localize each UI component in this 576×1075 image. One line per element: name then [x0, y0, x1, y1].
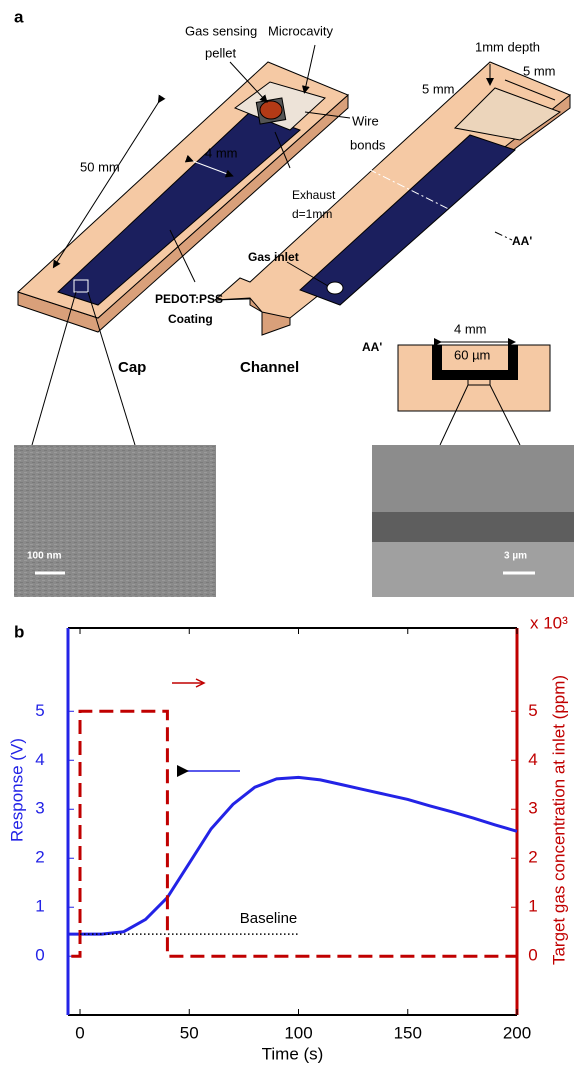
- scale-label: 100 nm: [27, 551, 62, 562]
- label: Coating: [168, 312, 213, 326]
- diagram: a: [14, 7, 574, 597]
- label: d=1mm: [292, 207, 332, 221]
- panel-label: b: [14, 622, 24, 641]
- series-label: Baseline: [240, 910, 298, 927]
- y2-tick-label: 3: [528, 799, 537, 818]
- figure: a: [0, 0, 576, 1070]
- label: 1mm depth: [475, 39, 540, 54]
- label: 5 mm: [523, 63, 556, 78]
- label: Channel: [240, 359, 299, 376]
- y2-axis-label: Target gas concentration at inlet (ppm): [549, 675, 568, 965]
- x-tick-label: 0: [75, 1023, 84, 1042]
- y-tick-label: 5: [35, 701, 44, 720]
- scale-label: 3 µm: [504, 551, 527, 562]
- label: pellet: [205, 45, 236, 60]
- label: 5 mm: [422, 81, 455, 96]
- y-tick-label: 0: [35, 946, 44, 965]
- y-tick-label: 4: [35, 750, 44, 769]
- x-tick-label: 150: [394, 1023, 422, 1042]
- label: PEDOT:PSS: [155, 292, 223, 306]
- label: 50 mm: [80, 159, 120, 174]
- y2-tick-label: 0: [528, 946, 537, 965]
- y-tick-label: 2: [35, 848, 44, 867]
- x-tick-label: 100: [284, 1023, 312, 1042]
- label: Exhaust: [292, 188, 336, 202]
- label: Gas sensing: [185, 23, 257, 38]
- y2-tick-label: 5: [528, 701, 537, 720]
- label: AA': [512, 234, 532, 248]
- y2-tick-label: 1: [528, 897, 537, 916]
- x-tick-label: 200: [503, 1023, 531, 1042]
- label: Microcavity: [268, 23, 334, 38]
- label: bonds: [350, 137, 386, 152]
- y-tick-label: 1: [35, 897, 44, 916]
- label: 4 mm: [205, 145, 238, 160]
- y2-tick-label: 4: [528, 750, 537, 769]
- x-axis-label: Time (s): [262, 1044, 324, 1063]
- label: 60 µm: [454, 347, 490, 362]
- y2-tick-label: 2: [528, 848, 537, 867]
- label: AA': [362, 340, 382, 354]
- label: Cap: [118, 359, 146, 376]
- label: Gas inlet: [248, 250, 299, 264]
- label: 4 mm: [454, 321, 487, 336]
- label: Wire: [352, 113, 379, 128]
- x-tick-label: 50: [180, 1023, 199, 1042]
- y-tick-label: 3: [35, 799, 44, 818]
- y-axis-label: Response (V): [7, 738, 26, 842]
- y2-multiplier: x 10³: [530, 613, 568, 632]
- panel-label: a: [14, 7, 24, 26]
